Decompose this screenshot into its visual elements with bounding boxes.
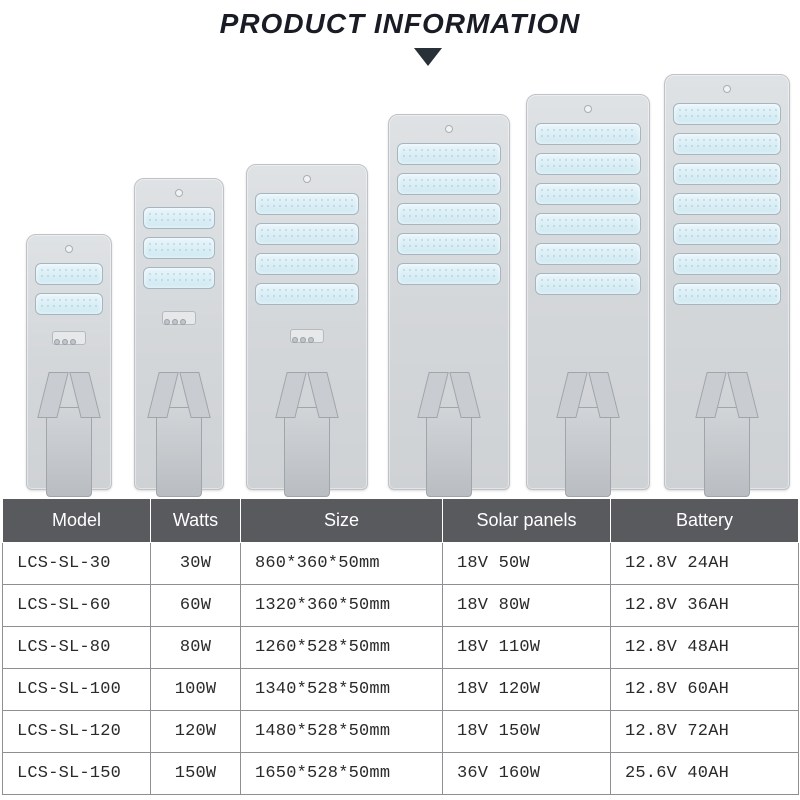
- col-header-solar: Solar panels: [443, 499, 611, 543]
- control-panel-icon: [290, 329, 324, 343]
- led-row: [673, 103, 781, 125]
- cell-watts: 100W: [151, 669, 241, 711]
- cell-batt: 12.8V 48AH: [611, 627, 799, 669]
- mount-bracket: [284, 407, 330, 497]
- led-row: [255, 253, 359, 275]
- cell-model: LCS-SL-80: [3, 627, 151, 669]
- led-array: [535, 123, 641, 295]
- cell-batt: 12.8V 24AH: [611, 543, 799, 585]
- led-array: [397, 143, 501, 285]
- spec-table-wrap: Model Watts Size Solar panels Battery LC…: [2, 498, 798, 795]
- mount-bracket: [565, 407, 611, 497]
- product-panel: [526, 94, 650, 490]
- highlight-pointer-icon: [414, 48, 442, 66]
- col-header-size: Size: [241, 499, 443, 543]
- control-panel-icon: [162, 311, 196, 325]
- col-header-batt: Battery: [611, 499, 799, 543]
- cell-watts: 120W: [151, 711, 241, 753]
- led-row: [35, 293, 103, 315]
- table-row: LCS-SL-6060W1320*360*50mm18V 80W12.8V 36…: [3, 585, 799, 627]
- cell-solar: 18V 150W: [443, 711, 611, 753]
- table-row: LCS-SL-3030W860*360*50mm18V 50W12.8V 24A…: [3, 543, 799, 585]
- spec-table: Model Watts Size Solar panels Battery LC…: [2, 498, 799, 795]
- led-array: [255, 193, 359, 305]
- led-array: [143, 207, 215, 289]
- led-row: [397, 143, 501, 165]
- led-row: [143, 207, 215, 229]
- led-row: [397, 203, 501, 225]
- cell-batt: 12.8V 60AH: [611, 669, 799, 711]
- product-panel: [26, 234, 112, 490]
- cell-solar: 36V 160W: [443, 753, 611, 795]
- cell-size: 1480*528*50mm: [241, 711, 443, 753]
- led-row: [535, 243, 641, 265]
- led-row: [535, 153, 641, 175]
- led-row: [255, 223, 359, 245]
- cell-solar: 18V 120W: [443, 669, 611, 711]
- product-panel: [246, 164, 368, 490]
- led-row: [397, 263, 501, 285]
- table-row: LCS-SL-8080W1260*528*50mm18V 110W12.8V 4…: [3, 627, 799, 669]
- led-row: [535, 273, 641, 295]
- header: PRODUCT INFORMATION: [0, 0, 800, 40]
- led-row: [255, 193, 359, 215]
- led-row: [535, 183, 641, 205]
- col-header-model: Model: [3, 499, 151, 543]
- led-row: [397, 233, 501, 255]
- table-row: LCS-SL-150150W1650*528*50mm36V 160W25.6V…: [3, 753, 799, 795]
- cell-size: 1260*528*50mm: [241, 627, 443, 669]
- cell-model: LCS-SL-150: [3, 753, 151, 795]
- led-row: [673, 193, 781, 215]
- led-row: [673, 283, 781, 305]
- led-row: [255, 283, 359, 305]
- cell-watts: 60W: [151, 585, 241, 627]
- led-array: [35, 263, 103, 315]
- mount-bracket: [156, 407, 202, 497]
- led-row: [143, 267, 215, 289]
- cell-size: 860*360*50mm: [241, 543, 443, 585]
- cell-watts: 80W: [151, 627, 241, 669]
- led-row: [535, 213, 641, 235]
- led-row: [673, 163, 781, 185]
- cell-solar: 18V 50W: [443, 543, 611, 585]
- product-panel: [664, 74, 790, 490]
- control-panel-icon: [52, 331, 86, 345]
- page-title: PRODUCT INFORMATION: [220, 8, 581, 40]
- table-row: LCS-SL-100100W1340*528*50mm18V 120W12.8V…: [3, 669, 799, 711]
- cell-size: 1320*360*50mm: [241, 585, 443, 627]
- led-row: [397, 173, 501, 195]
- mount-bracket: [46, 407, 92, 497]
- led-row: [673, 223, 781, 245]
- cell-size: 1340*528*50mm: [241, 669, 443, 711]
- led-row: [35, 263, 103, 285]
- cell-model: LCS-SL-30: [3, 543, 151, 585]
- cell-model: LCS-SL-60: [3, 585, 151, 627]
- col-header-watts: Watts: [151, 499, 241, 543]
- cell-solar: 18V 80W: [443, 585, 611, 627]
- table-header-row: Model Watts Size Solar panels Battery: [3, 499, 799, 543]
- product-images-row: [0, 74, 800, 490]
- product-panel: [134, 178, 224, 490]
- cell-batt: 25.6V 40AH: [611, 753, 799, 795]
- led-array: [673, 103, 781, 305]
- cell-watts: 30W: [151, 543, 241, 585]
- cell-batt: 12.8V 36AH: [611, 585, 799, 627]
- cell-solar: 18V 110W: [443, 627, 611, 669]
- cell-watts: 150W: [151, 753, 241, 795]
- cell-model: LCS-SL-120: [3, 711, 151, 753]
- cell-size: 1650*528*50mm: [241, 753, 443, 795]
- table-row: LCS-SL-120120W1480*528*50mm18V 150W12.8V…: [3, 711, 799, 753]
- mount-bracket: [426, 407, 472, 497]
- product-panel: [388, 114, 510, 490]
- led-row: [673, 133, 781, 155]
- cell-batt: 12.8V 72AH: [611, 711, 799, 753]
- cell-model: LCS-SL-100: [3, 669, 151, 711]
- mount-bracket: [704, 407, 750, 497]
- led-row: [143, 237, 215, 259]
- led-row: [535, 123, 641, 145]
- led-row: [673, 253, 781, 275]
